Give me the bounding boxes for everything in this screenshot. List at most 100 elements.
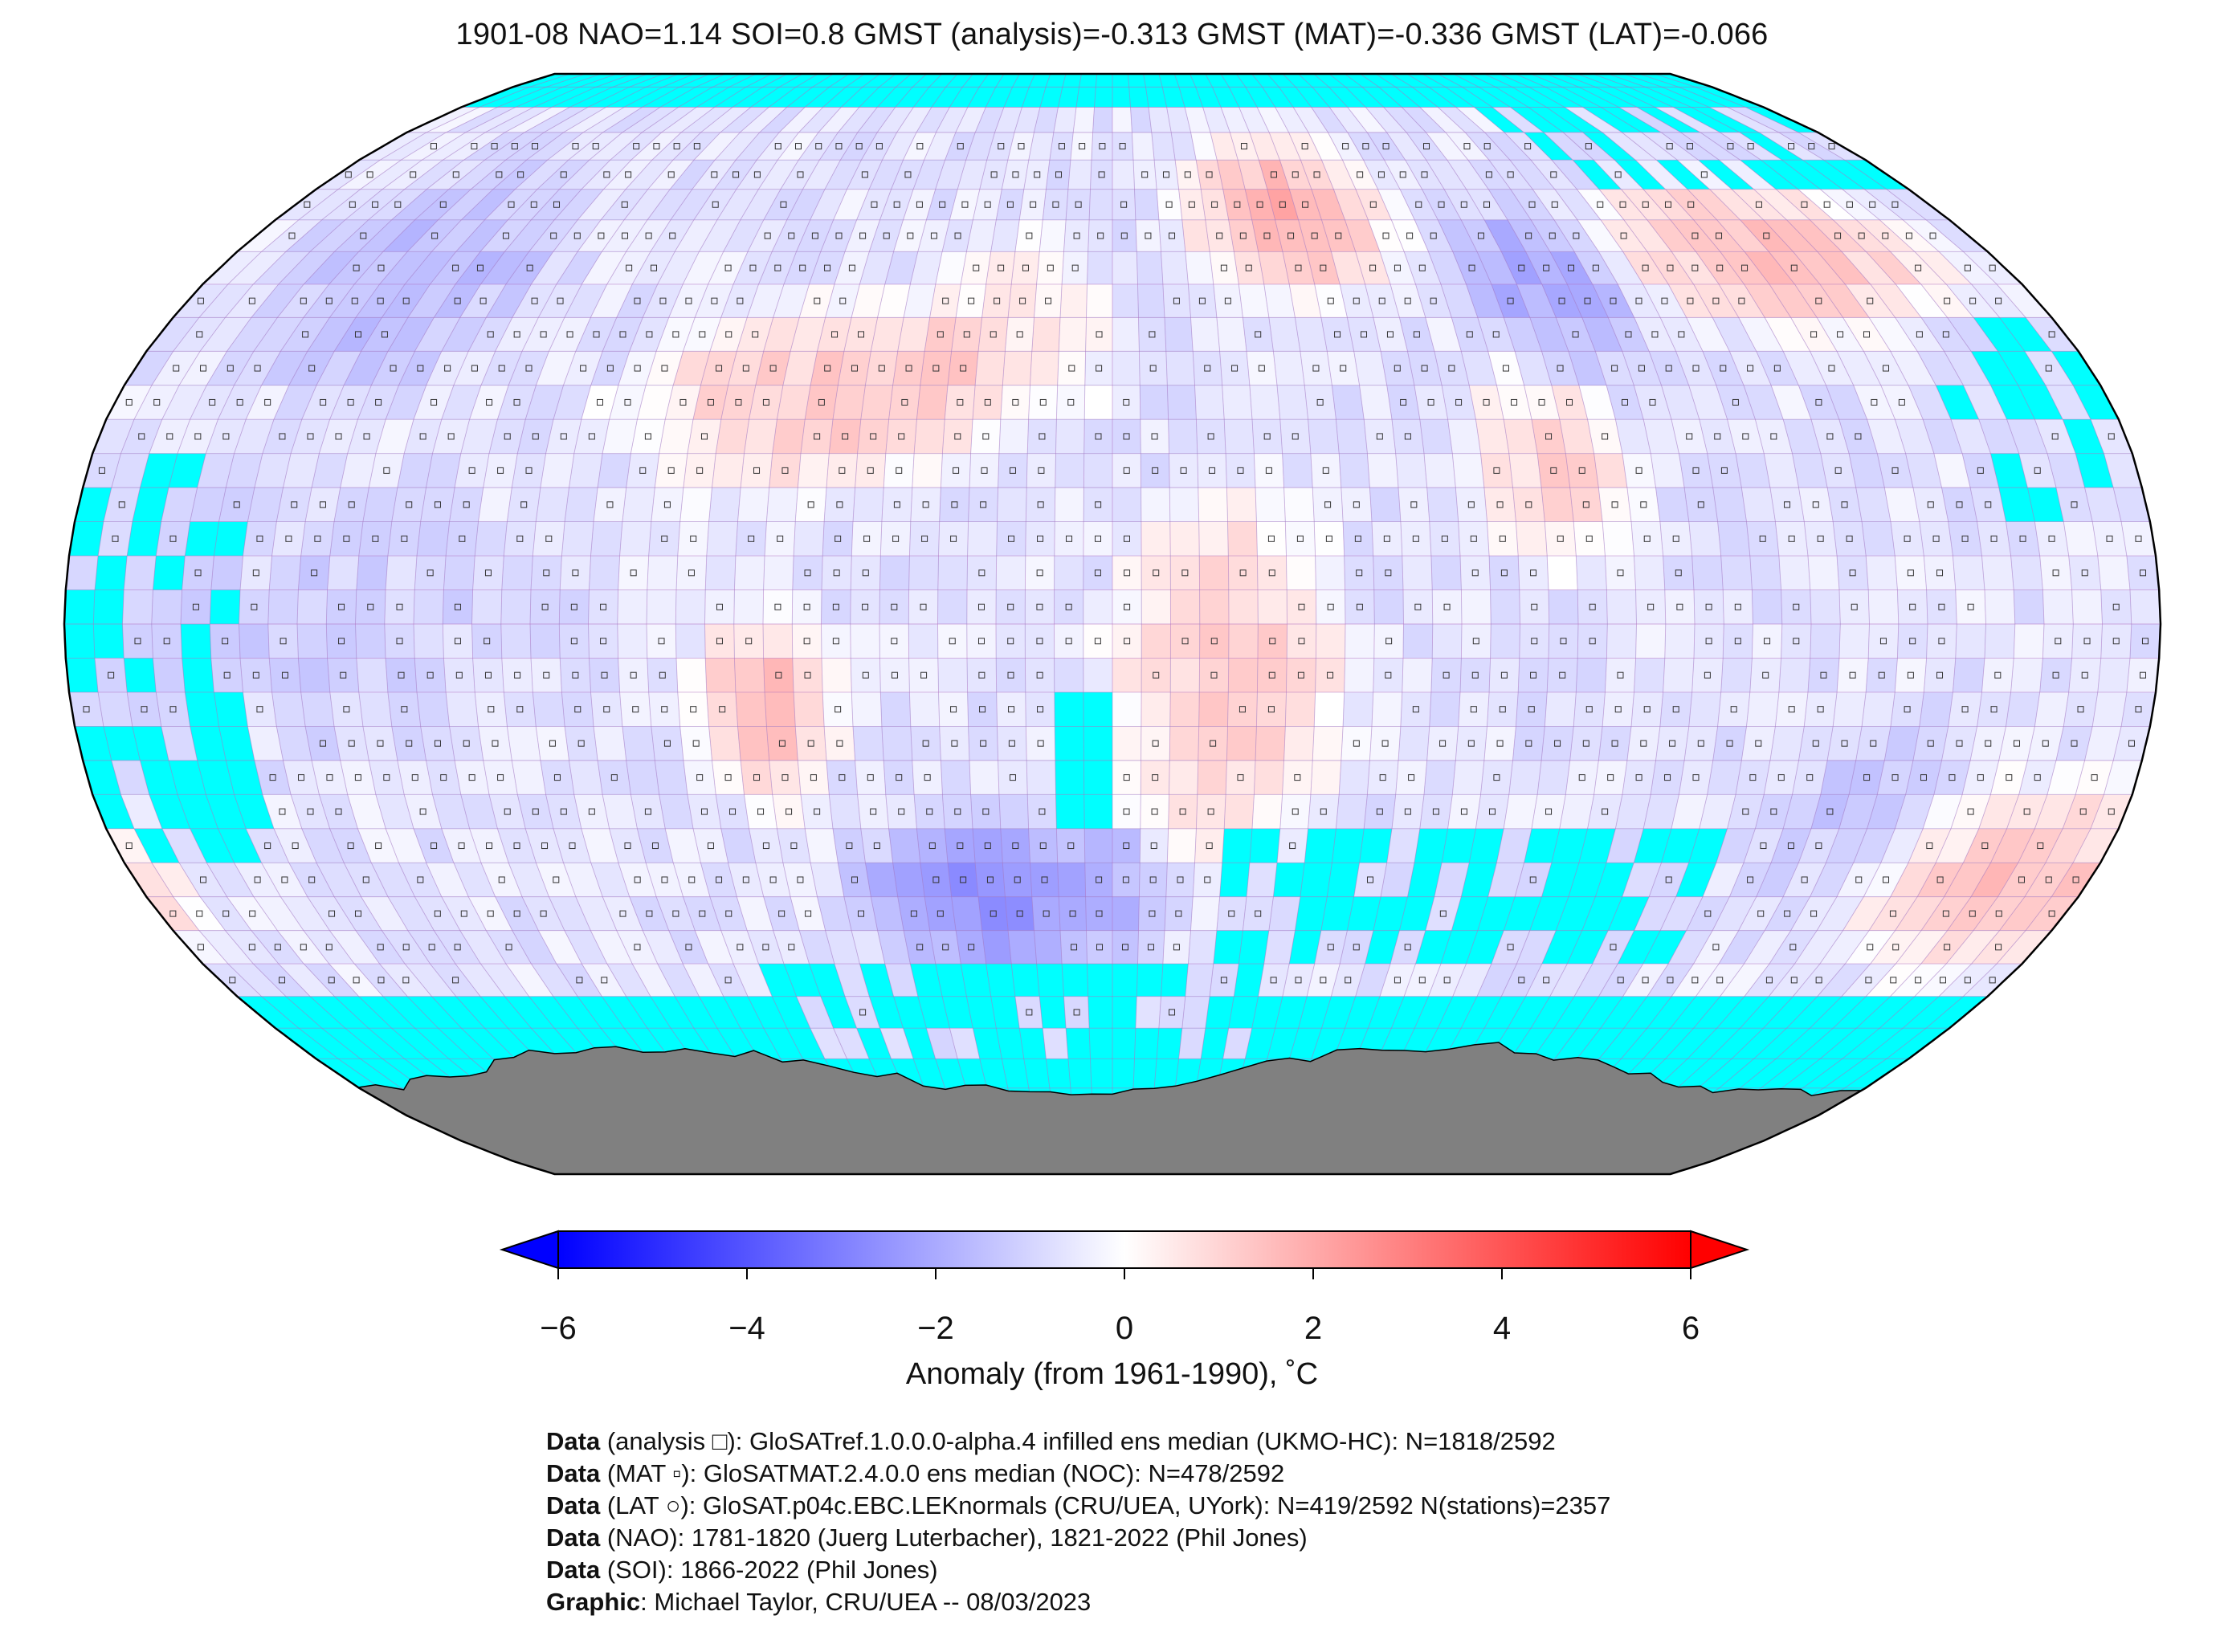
grid-cell (1026, 487, 1055, 522)
grid-cell (1162, 930, 1191, 965)
station-marker (1667, 977, 1674, 984)
grid-cell (1112, 896, 1140, 931)
station-marker (1443, 603, 1451, 610)
grid-cell (1112, 624, 1142, 659)
grid-cell (693, 189, 737, 220)
grid-cell (622, 107, 679, 133)
station-marker (592, 143, 599, 150)
station-marker (1153, 569, 1160, 577)
grid-cell (1060, 283, 1088, 318)
grid-cell (328, 251, 383, 284)
grid-cell (540, 453, 574, 488)
grid-cell (1862, 691, 1896, 727)
station-marker (1826, 808, 1834, 815)
station-marker (1385, 569, 1392, 577)
grid-cell (1516, 283, 1557, 318)
station-marker (1572, 331, 1579, 338)
station-marker (610, 774, 618, 781)
station-marker (762, 398, 769, 406)
station-marker (711, 297, 718, 304)
grid-cell (1198, 691, 1229, 727)
station-marker (1700, 171, 1708, 178)
grid-cell (1532, 419, 1566, 454)
station-marker (2055, 638, 2062, 645)
station-marker (1944, 944, 1951, 951)
station-marker (1410, 501, 1418, 508)
station-marker (1496, 740, 1504, 747)
grid-cell (1169, 726, 1199, 761)
grid-cell (1054, 624, 1083, 659)
grid-cell (525, 385, 564, 420)
grid-cell (1164, 896, 1194, 931)
station-marker (861, 171, 868, 178)
grid-cell (1867, 419, 1906, 454)
grid-cell (967, 556, 997, 590)
station-marker (1267, 706, 1275, 713)
grid-cell (1970, 487, 2006, 522)
grid-cell (526, 132, 584, 161)
grid-cell (1054, 556, 1083, 590)
grid-cell (798, 107, 842, 133)
grid-cell (967, 691, 998, 727)
station-marker (1008, 535, 1015, 542)
station-marker (1485, 171, 1492, 178)
station-marker (716, 638, 723, 645)
station-marker (1643, 535, 1651, 542)
grid-cell (1285, 521, 1316, 557)
grid-cell (1541, 283, 1582, 318)
grid-cell (1293, 107, 1328, 133)
grid-cell (723, 219, 764, 252)
station-marker (937, 910, 944, 917)
station-marker (1120, 201, 1128, 208)
station-marker (1362, 143, 1369, 150)
station-marker (1920, 774, 1927, 781)
grid-cell (1912, 487, 1949, 522)
grid-cell (1140, 794, 1169, 829)
grid-cell (441, 896, 487, 931)
grid-cell (1531, 219, 1575, 252)
grid-cell (1661, 132, 1720, 161)
grid-cell (1451, 317, 1488, 352)
station-marker (428, 944, 435, 951)
grid-cell (945, 385, 976, 420)
colorbar-tick-label: 6 (1681, 1311, 1700, 1346)
grid-cell (817, 317, 852, 352)
grid-cell (1269, 132, 1301, 161)
station-marker (1734, 603, 1741, 610)
station-marker (1967, 808, 1974, 815)
grid-cell (1895, 419, 1934, 454)
station-marker (525, 365, 533, 372)
grid-cell (1210, 251, 1239, 284)
grid-cell (1923, 794, 1963, 829)
station-marker (375, 398, 382, 406)
grid-cell (1256, 521, 1287, 557)
station-marker (1936, 569, 1944, 577)
station-marker (1052, 201, 1059, 208)
station-marker (487, 331, 494, 338)
grid-cell (763, 896, 800, 931)
grid-cell (1178, 1028, 1206, 1059)
station-marker (372, 535, 379, 542)
grid-cell (1008, 283, 1037, 318)
grid-cell (888, 385, 920, 420)
station-marker (570, 638, 577, 645)
station-marker (1493, 467, 1500, 474)
station-marker (1472, 638, 1479, 645)
grid-cell (582, 964, 626, 997)
station-marker (419, 433, 426, 440)
station-marker (1812, 501, 1819, 508)
station-marker (1124, 638, 1131, 645)
station-marker (892, 535, 900, 542)
station-marker (328, 910, 336, 917)
grid-cell (1490, 624, 1520, 659)
station-marker (532, 143, 539, 150)
station-marker (1705, 603, 1712, 610)
grid-cell (728, 863, 764, 897)
grid-cell (851, 556, 881, 590)
station-marker (646, 331, 653, 338)
station-marker (1268, 671, 1275, 679)
station-marker (1883, 365, 1890, 372)
grid-cell (2063, 521, 2098, 557)
grid-cell (1592, 283, 1634, 318)
station-marker (125, 398, 133, 406)
